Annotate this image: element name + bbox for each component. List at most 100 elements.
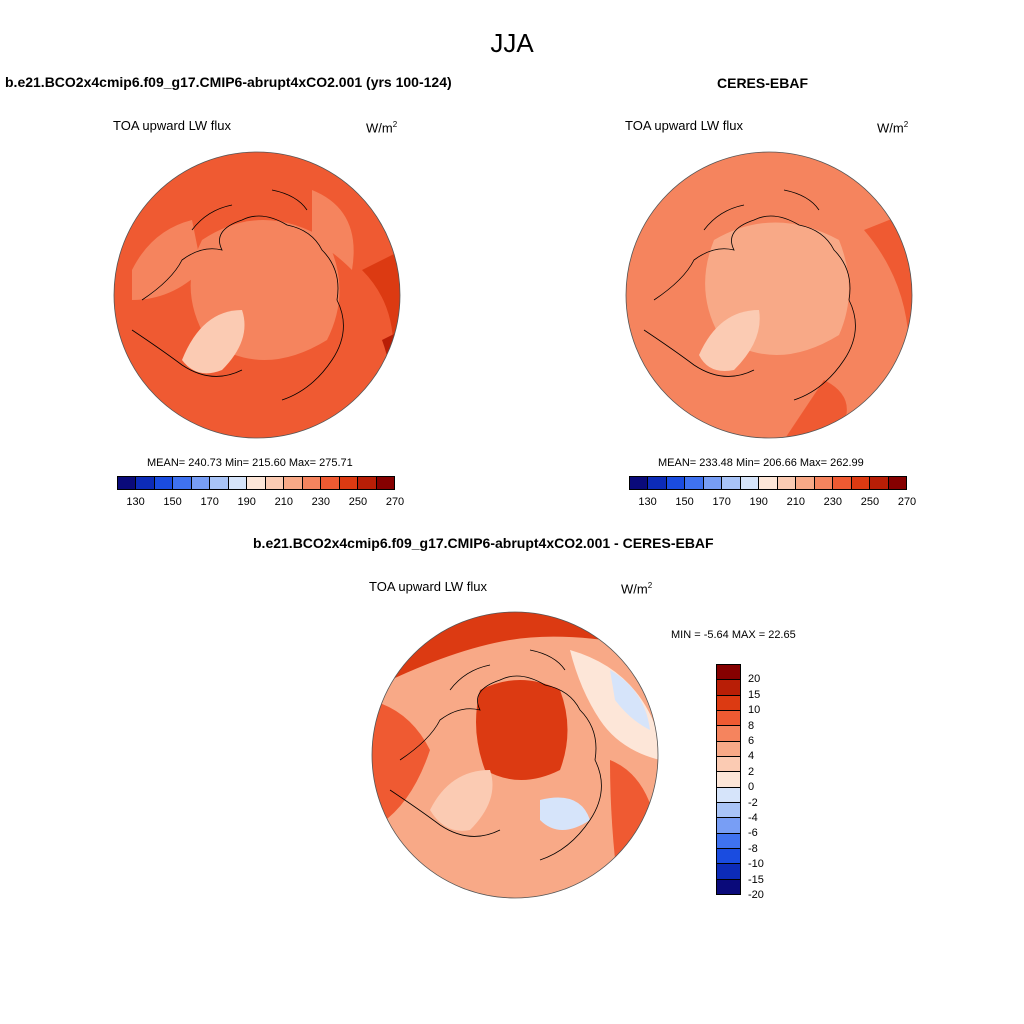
panel1-colorbar-swatch [154, 477, 174, 489]
panel1-colorbar-tick-label: 210 [274, 496, 293, 508]
panel2-colorbar [629, 476, 907, 490]
panel1-colorbar-swatch [284, 477, 303, 489]
panel3-colorbar-tick-label: 0 [748, 781, 755, 794]
panel1-colorbar-tick-label: 270 [385, 496, 405, 508]
panel3-colorbar-swatch [717, 726, 740, 742]
panel3-colorbar-swatch [717, 756, 740, 773]
panel3-colorbar-tick-label: 10 [748, 704, 761, 717]
panel1-colorbar-tick-label: 230 [311, 496, 331, 508]
panel1-units-exp: 2 [392, 120, 398, 129]
panel1-region-east [312, 190, 354, 270]
panel1-colorbar-swatch [339, 477, 359, 489]
panel3-colorbar-swatch [717, 802, 740, 819]
panel3-colorbar-tick-label: 2 [748, 765, 755, 778]
panel1-stats: MEAN= 240.73 Min= 215.60 Max= 275.71 [147, 457, 353, 469]
panel1-colorbar-swatch [228, 477, 248, 489]
panel3-colorbar-tick-label: -15 [748, 873, 764, 886]
panel1-colorbar-swatch [191, 477, 211, 489]
panel1-colorbar-swatch [210, 477, 229, 489]
panel3-colorbar-swatch [717, 695, 740, 711]
panel1-colorbar-swatch [321, 477, 340, 489]
panel3-colorbar-swatch [717, 864, 740, 880]
panel2-colorbar-tick-label: 270 [897, 496, 917, 508]
panel2-colorbar-tick-label: 190 [749, 496, 768, 508]
panel1-colorbar-tick-label: 130 [126, 496, 145, 508]
panel1-colorbar-swatch [376, 477, 395, 489]
panel3-colorbar-swatch [717, 772, 740, 788]
panel2-colorbar-swatch [777, 477, 797, 489]
panel1-colorbar-swatch [265, 477, 285, 489]
panel3-title: b.e21.BCO2x4cmip6.f09_g17.CMIP6-abrupt4x… [253, 535, 714, 551]
panel1-map [113, 151, 401, 439]
panel1-colorbar-tick-label: 150 [163, 496, 182, 508]
panel2-stats: MEAN= 233.48 Min= 206.66 Max= 262.99 [658, 457, 864, 469]
panel3-units-exp: 2 [647, 581, 653, 590]
panel2-units: W/m2 [877, 120, 908, 135]
panel2-colorbar-swatch [796, 477, 815, 489]
panel3-colorbar [716, 664, 741, 895]
panel3-colorbar-tick-label: -10 [748, 858, 764, 871]
panel3-colorbar-swatch [717, 665, 740, 681]
panel3-region-arctic [476, 680, 568, 780]
panel2-colorbar-swatch [630, 477, 649, 489]
panel3-colorbar-tick-label: -6 [748, 827, 758, 840]
panel3-colorbar-tick-label: 8 [748, 719, 755, 732]
panel1-colorbar-tick-label: 170 [200, 496, 219, 508]
panel3-colorbar-tick-label: 15 [748, 688, 761, 701]
panel2-colorbar-swatch [814, 477, 834, 489]
panel2-colorbar-swatch [685, 477, 704, 489]
panel3-region-west [372, 700, 430, 830]
panel3-coastline [389, 649, 602, 861]
panel3-colorbar-swatch [717, 833, 740, 849]
panel1-colorbar [117, 476, 395, 490]
panel2-colorbar-tick-label: 250 [860, 496, 880, 508]
panel2-colorbar-swatch [851, 477, 871, 489]
panel1-units: W/m2 [366, 120, 397, 135]
panel1-colorbar-swatch [136, 477, 155, 489]
panel3-region-neutral [570, 650, 658, 760]
panel1-coastline [131, 189, 344, 401]
panel3-colorbar-swatch [717, 879, 740, 894]
panel1-variable-label: TOA upward LW flux [113, 118, 232, 133]
panel3-units-base: W/m [621, 581, 648, 597]
panel2-colorbar-tick-label: 130 [638, 496, 657, 508]
panel1-colorbar-tick-label: 250 [348, 496, 368, 508]
panel1-colorbar-swatch [358, 477, 377, 489]
panel2-variable-label: TOA upward LW flux [625, 118, 744, 133]
panel1-colorbar-swatch [247, 477, 266, 489]
panel2-colorbar-swatch [740, 477, 760, 489]
panel3-colorbar-tick-label: 4 [748, 750, 755, 763]
panel2-region-warm [864, 210, 912, 438]
panel3-units: W/m2 [621, 581, 652, 596]
panel3-colorbar-swatch [717, 741, 740, 757]
panel2-colorbar-swatch [759, 477, 778, 489]
panel1-region-orange [132, 220, 202, 300]
panel2-colorbar-tick-label: 230 [823, 496, 843, 508]
panel3-colorbar-swatch [717, 818, 740, 834]
panel3-variable-label: TOA upward LW flux [369, 579, 488, 594]
panel3-map [371, 611, 659, 899]
panel2-colorbar-swatch [870, 477, 889, 489]
panel3-colorbar-tick-label: -2 [748, 796, 758, 809]
panel3-colorbar-swatch [717, 787, 740, 803]
panel2-region-greenland [699, 310, 760, 371]
panel3-stats: MIN = -5.64 MAX = 22.65 [671, 629, 796, 641]
panel2-colorbar-swatch [703, 477, 723, 489]
figure-title: JJA [490, 28, 534, 58]
panel2-units-base: W/m [877, 120, 904, 136]
panel3-colorbar-tick-label: -4 [748, 812, 758, 824]
panel3-colorbar-swatch [717, 680, 740, 696]
panel2-title: CERES-EBAF [717, 75, 809, 91]
panel2-colorbar-swatch [722, 477, 741, 489]
panel2-colorbar-swatch [648, 477, 667, 489]
panel2-colorbar-swatch [833, 477, 852, 489]
panel3-region-cool2 [540, 797, 590, 830]
panel3-colorbar-tick-label: -20 [748, 889, 764, 901]
panel1-colorbar-swatch [173, 477, 192, 489]
panel2-units-exp: 2 [903, 120, 909, 129]
panel3-colorbar-tick-label: -8 [748, 842, 758, 855]
panel3-colorbar-swatch [717, 848, 740, 865]
panel2-coastline [643, 189, 856, 401]
panel1-colorbar-swatch [302, 477, 322, 489]
panel1-units-base: W/m [366, 120, 393, 136]
